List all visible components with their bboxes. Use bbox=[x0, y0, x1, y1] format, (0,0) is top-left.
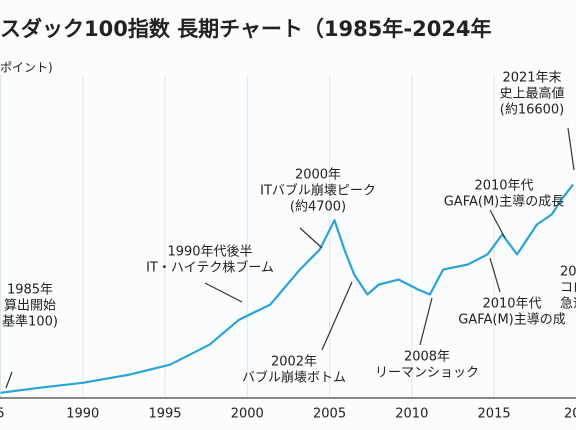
annotation: GAFA(M)主導の成長 bbox=[444, 195, 565, 210]
x-tick-label: 1990 bbox=[66, 407, 99, 422]
annotation: 2010年代 bbox=[474, 179, 533, 194]
annotation: 1990年代後半 bbox=[167, 245, 252, 260]
x-tick-label: 1995 bbox=[148, 407, 181, 422]
x-tick-label: 2005 bbox=[313, 407, 346, 422]
annotation: 2008年 bbox=[404, 350, 450, 365]
arrow bbox=[5, 371, 13, 389]
annotation: 20 bbox=[560, 265, 576, 280]
arrow bbox=[419, 297, 433, 346]
annotation: 2010年代 bbox=[482, 297, 541, 312]
x-tick-label: 202 bbox=[564, 407, 576, 422]
x-tick-label: 2010 bbox=[395, 407, 428, 422]
y-axis-label: ポイント) bbox=[0, 61, 53, 75]
annotation: 急速 bbox=[560, 297, 576, 312]
x-tick-label: 5 bbox=[0, 407, 5, 422]
arrow bbox=[489, 209, 506, 239]
annotation: 史上最高値 bbox=[499, 86, 564, 102]
annotation: 基準100) bbox=[2, 314, 58, 330]
arrows bbox=[5, 127, 575, 389]
x-tick-label: 2015 bbox=[478, 407, 511, 422]
annotation: IT・ハイテク株ブーム bbox=[146, 260, 274, 276]
annotation: 算出開始 bbox=[4, 299, 56, 314]
annotation: 2002年 bbox=[271, 355, 317, 370]
arrow bbox=[567, 127, 575, 171]
arrow bbox=[489, 257, 501, 293]
arrow bbox=[204, 282, 243, 303]
x-tick-label: 2000 bbox=[231, 407, 264, 422]
annotation: (約16600) bbox=[500, 103, 565, 118]
annotation: GAFA(M)主導の成 bbox=[458, 313, 566, 328]
annotation: バブル崩壊ボトム bbox=[242, 370, 346, 386]
annotation: 2000年 bbox=[295, 168, 341, 183]
annotation: コロナ bbox=[560, 281, 576, 296]
annotation: 2021年末 bbox=[502, 71, 561, 86]
grid bbox=[0, 75, 576, 398]
series-line bbox=[0, 183, 574, 394]
annotation: 1985年 bbox=[7, 283, 53, 298]
arrow bbox=[321, 281, 353, 351]
arrow bbox=[299, 227, 323, 249]
annotation: (約4700) bbox=[290, 200, 346, 215]
annotation: ITバブル崩壊ピーク bbox=[260, 183, 376, 199]
annotation: リーマンショック bbox=[375, 366, 479, 381]
plot bbox=[0, 183, 574, 394]
chart-title: スダック100指数 長期チャート（1985年-2024年 bbox=[0, 17, 492, 41]
